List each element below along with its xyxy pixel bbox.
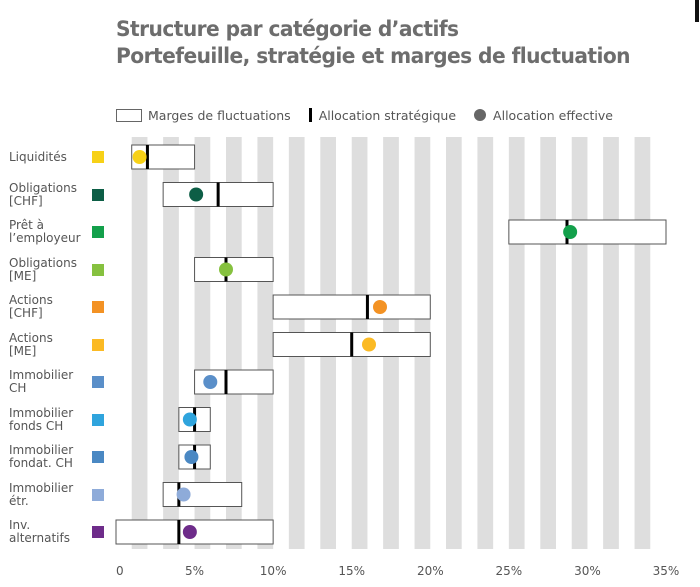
category-color-swatch <box>92 338 104 351</box>
stripe-band <box>226 137 242 549</box>
fluctuation-range-box <box>508 219 667 245</box>
strategic-allocation-mark <box>216 182 220 207</box>
category-label: Immobilier fondat. CH <box>9 443 74 470</box>
effective-allocation-dot <box>182 525 197 539</box>
strategic-allocation-mark <box>177 520 181 544</box>
stripe-band <box>634 137 651 549</box>
category-color-swatch <box>92 488 104 501</box>
category-label: Immobilier fonds CH <box>9 405 74 433</box>
x-tick-label: 0 <box>116 564 124 578</box>
stripe-band <box>603 137 619 549</box>
category-color-swatch <box>92 526 104 538</box>
fluctuation-range-box <box>162 482 243 507</box>
category-label: Obligations [ME] <box>9 255 77 283</box>
category-color-swatch <box>92 188 104 201</box>
effective-allocation-dot <box>219 262 233 277</box>
category-row: Immobilier fondat. CH <box>9 443 104 471</box>
effective-allocation-dot <box>563 225 578 239</box>
chart-title: Structure par catégorie d’actifs Portefe… <box>116 17 631 69</box>
strategic-allocation-mark <box>350 332 354 357</box>
fluctuation-range-box <box>194 257 274 282</box>
category-color-swatch <box>92 263 104 276</box>
category-row: Liquidités <box>9 143 104 171</box>
category-row: Actions [CHF] <box>9 293 104 321</box>
category-color-swatch <box>92 226 104 238</box>
legend-range-swatch <box>116 108 142 122</box>
effective-allocation-dot <box>373 300 387 314</box>
category-color-swatch <box>92 376 104 388</box>
category-label: Immobilier CH <box>9 368 74 395</box>
category-label: Actions [ME] <box>9 330 53 358</box>
category-label: Prêt à l’employeur <box>9 218 81 245</box>
stripe-band <box>508 137 525 549</box>
category-label: Obligations [CHF] <box>9 180 77 208</box>
stripe-band <box>540 137 556 549</box>
category-label: Liquidités <box>9 149 67 164</box>
category-row: Immobilier CH <box>9 368 104 396</box>
stripe-band <box>446 137 462 549</box>
legend-range-label: Marges de fluctuations <box>148 107 291 123</box>
x-tick-label: 25% <box>496 564 523 578</box>
fluctuation-range-box <box>272 294 431 320</box>
category-color-swatch <box>92 151 104 163</box>
x-tick-label: 5% <box>185 564 204 578</box>
category-label: Inv. alternatifs <box>9 518 70 545</box>
category-row: Immobilier étr. <box>9 481 104 509</box>
x-tick-label: 30% <box>574 564 601 578</box>
category-row: Prêt à l’employeur <box>9 218 104 246</box>
strategic-allocation-mark <box>145 145 149 169</box>
category-row: Actions [ME] <box>9 331 104 359</box>
legend-effective-swatch <box>474 109 487 121</box>
category-color-swatch <box>92 301 104 313</box>
category-color-swatch <box>92 451 104 463</box>
stripe-band <box>257 137 274 549</box>
legend-effective-label: Allocation effective <box>493 107 613 123</box>
stripe-band <box>571 137 588 549</box>
legend-strategic-swatch <box>308 108 312 122</box>
x-tick-label: 10% <box>260 564 287 578</box>
stripe-band <box>477 137 494 549</box>
legend: Marges de fluctuations Allocation straté… <box>116 106 613 124</box>
effective-allocation-dot <box>176 487 191 502</box>
x-tick-label: 20% <box>417 564 444 578</box>
effective-allocation-dot <box>362 337 376 352</box>
stripe-band <box>163 137 179 549</box>
x-tick-label: 15% <box>338 564 365 578</box>
category-label: Actions [CHF] <box>9 293 53 320</box>
effective-allocation-dot <box>189 187 204 202</box>
category-row: Obligations [ME] <box>9 256 104 284</box>
category-row: Immobilier fonds CH <box>9 406 104 434</box>
stripe-band <box>131 137 148 549</box>
category-row: Inv. alternatifs <box>9 518 104 546</box>
category-color-swatch <box>92 413 104 426</box>
effective-allocation-dot <box>182 412 197 427</box>
strategic-allocation-mark <box>224 370 228 394</box>
legend-strategic-label: Allocation stratégique <box>318 107 457 123</box>
strategic-allocation-mark <box>365 295 369 319</box>
corner-mark <box>695 0 699 22</box>
category-label: Immobilier étr. <box>9 480 74 508</box>
x-tick-label: 35% <box>653 564 680 578</box>
effective-allocation-dot <box>203 375 218 389</box>
category-row: Obligations [CHF] <box>9 181 104 209</box>
effective-allocation-dot <box>184 450 199 464</box>
effective-allocation-dot <box>132 150 147 164</box>
